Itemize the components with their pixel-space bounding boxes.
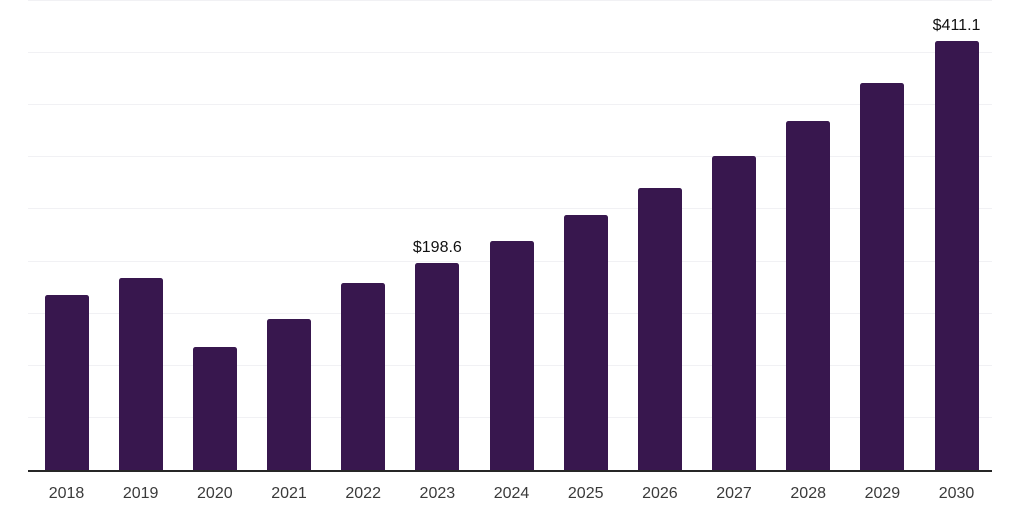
- bar-2023: [415, 262, 460, 470]
- plot-area: $198.6 $411.1: [28, 0, 992, 472]
- value-label-2023: $198.6: [412, 238, 462, 256]
- gridline-250: [28, 208, 992, 210]
- x-axis-label-2023: 2023: [419, 485, 456, 502]
- bar-2021: [267, 318, 311, 470]
- bar-2028: [786, 121, 831, 470]
- bar-2022: [341, 283, 386, 470]
- bar-2029: [860, 83, 905, 470]
- gridline-300: [28, 156, 992, 158]
- gridline-450: [28, 0, 992, 1]
- bar-2026: [637, 187, 682, 470]
- x-axis-label-2029: 2029: [864, 485, 901, 502]
- bar-2019: [118, 278, 163, 470]
- x-axis-label-2028: 2028: [790, 485, 826, 502]
- x-axis-label-2025: 2025: [567, 485, 604, 502]
- bar-2024: [489, 240, 534, 470]
- bar-2020: [192, 346, 237, 470]
- x-axis-label-2030: 2030: [938, 485, 975, 502]
- x-axis-label-2024: 2024: [493, 485, 530, 502]
- x-axis-label-2019: 2019: [122, 485, 159, 502]
- value-label-2030: $411.1: [932, 16, 981, 34]
- x-axis-label-2018: 2018: [48, 485, 85, 502]
- x-axis-label-2026: 2026: [642, 485, 678, 502]
- gridline-400: [28, 51, 992, 53]
- bar-2030: [934, 40, 979, 470]
- x-axis-label-2021: 2021: [271, 485, 307, 502]
- bar-2025: [563, 214, 608, 470]
- gridline-350: [28, 103, 992, 105]
- x-axis-label-2020: 2020: [197, 485, 233, 502]
- x-axis-label-2022: 2022: [345, 485, 381, 502]
- bar-2018: [44, 295, 89, 470]
- x-axis-label-2027: 2027: [716, 485, 752, 502]
- bar-2027: [712, 155, 757, 470]
